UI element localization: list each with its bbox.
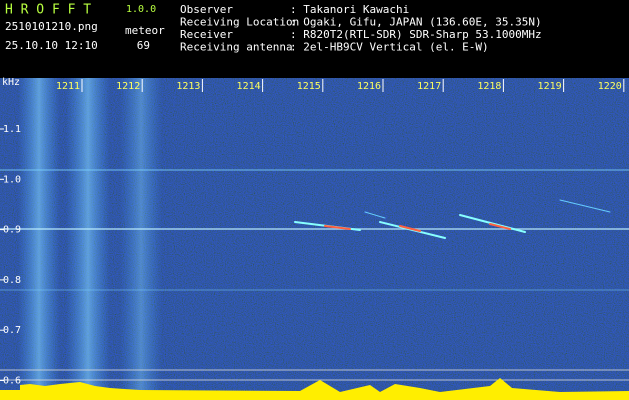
field-label: Receiving antenna	[180, 41, 293, 54]
x-tick-label: 1217	[417, 81, 441, 92]
y-tick-label: 0.9	[3, 225, 21, 236]
version: 1.0.0	[126, 4, 156, 15]
file-name: 2510101210.png	[5, 20, 98, 33]
x-tick-label: 1213	[176, 81, 200, 92]
x-tick-label: 1216	[357, 81, 381, 92]
app-name: H R O F F T	[5, 3, 91, 18]
field-label: Receiver	[180, 28, 233, 41]
spectrogram	[0, 78, 629, 400]
field-value: : 2el-HB9CV Vertical (el. E-W)	[290, 41, 489, 54]
y-unit: kHz	[2, 77, 20, 88]
header-bg	[0, 0, 629, 78]
x-tick-label: 1214	[237, 81, 261, 92]
y-tick-label: 0.6	[3, 376, 21, 387]
field-label: Receiving Location	[180, 16, 299, 29]
y-tick-label: 0.8	[3, 275, 21, 286]
field-label: Observer	[180, 3, 233, 16]
x-tick-label: 1212	[116, 81, 140, 92]
y-tick-label: 0.7	[3, 325, 21, 336]
meteor-count: 69	[137, 39, 150, 52]
timestamp: 25.10.10 12:10	[5, 39, 98, 52]
x-tick-label: 1211	[56, 81, 80, 92]
y-tick-label: 1.1	[3, 124, 21, 135]
meteor-label: meteor	[125, 24, 165, 37]
field-value: : Takanori Kawachi	[290, 3, 409, 16]
x-tick-label: 1220	[598, 81, 622, 92]
x-tick-label: 1215	[297, 81, 321, 92]
x-tick-label: 1219	[538, 81, 562, 92]
x-tick-label: 1218	[477, 81, 501, 92]
field-value: : Ogaki, Gifu, JAPAN (136.60E, 35.35N)	[290, 16, 542, 29]
y-tick-label: 1.0	[3, 174, 21, 185]
field-value: : R820T2(RTL-SDR) SDR-Sharp 53.1000MHz	[290, 28, 542, 41]
